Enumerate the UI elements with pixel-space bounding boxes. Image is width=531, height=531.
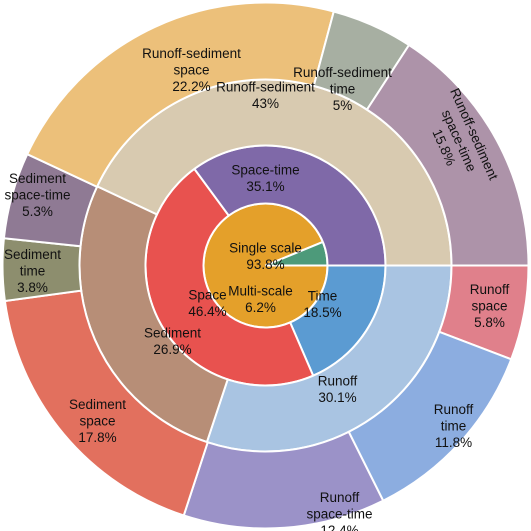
label-line: 6.2% bbox=[245, 300, 276, 315]
label-line: 5% bbox=[333, 98, 353, 113]
label-line: 26.9% bbox=[153, 342, 191, 357]
label-line: Space bbox=[188, 287, 226, 302]
label-time: Time 18.5% bbox=[303, 288, 341, 320]
label-line: 5.3% bbox=[22, 204, 53, 219]
label-line: Runoff bbox=[470, 282, 510, 297]
label-line: Runoff-sediment bbox=[142, 46, 241, 61]
label-line: 12.4% bbox=[320, 523, 358, 531]
label-line: 3.8% bbox=[17, 280, 48, 295]
label-runoff: Runoff 30.1% bbox=[318, 373, 358, 405]
label-line: 17.8% bbox=[78, 430, 116, 445]
label-line: Single scale bbox=[229, 240, 302, 255]
label-line: Runoff bbox=[320, 490, 360, 505]
wedge-runoff-sediment-space-time bbox=[365, 43, 530, 267]
label-line: time bbox=[441, 419, 467, 434]
label-line: space-time bbox=[306, 507, 372, 522]
label-sediment: Sediment 26.9% bbox=[144, 325, 201, 357]
label-runoff-sediment: Runoff-sediment 43% bbox=[216, 79, 315, 111]
label-line: Sediment bbox=[4, 247, 61, 262]
label-line: 5.8% bbox=[474, 315, 505, 330]
label-sediment-time: Sediment time 3.8% bbox=[4, 247, 61, 295]
label-line: space bbox=[79, 414, 115, 429]
label-single-scale: Single scale 93.8% bbox=[229, 240, 302, 272]
label-line: Sediment bbox=[144, 325, 201, 340]
label-line: space bbox=[471, 299, 507, 314]
label-line: Runoff bbox=[318, 373, 358, 388]
label-line: 35.1% bbox=[246, 179, 284, 194]
label-line: 18.5% bbox=[303, 305, 341, 320]
label-line: Multi-scale bbox=[228, 283, 293, 298]
label-line: space-time bbox=[4, 188, 70, 203]
label-space-time: Space-time 35.1% bbox=[231, 162, 299, 194]
label-multi-scale: Multi-scale 6.2% bbox=[228, 283, 293, 315]
label-runoff-time: Runoff time 11.8% bbox=[434, 402, 474, 450]
label-line: Sediment bbox=[9, 171, 66, 186]
label-runoff-sediment-time: Runoff-sediment time 5% bbox=[293, 65, 392, 113]
label-line: 11.8% bbox=[435, 435, 472, 450]
label-runoff-space-time: Runoff space-time 12.4% bbox=[306, 490, 372, 531]
label-space: Space 46.4% bbox=[188, 287, 226, 319]
label-line: time bbox=[20, 264, 46, 279]
label-line: 43% bbox=[252, 96, 279, 111]
label-line: Time bbox=[308, 288, 338, 303]
label-line: 30.1% bbox=[318, 390, 356, 405]
label-line: Space-time bbox=[231, 162, 299, 177]
label-line: 93.8% bbox=[246, 257, 284, 272]
label-runoff-space: Runoff space 5.8% bbox=[470, 282, 510, 330]
label-runoff-sediment-space: Runoff-sediment space 22.2% bbox=[142, 46, 241, 94]
label-line: Runoff-sediment bbox=[216, 79, 315, 94]
label-line: Runoff-sediment bbox=[293, 65, 392, 80]
wedge-runoff-sediment-space bbox=[25, 1, 335, 189]
label-line: space bbox=[173, 63, 209, 78]
label-sediment-space: Sediment space 17.8% bbox=[69, 397, 126, 445]
label-sediment-space-time: Sediment space-time 5.3% bbox=[4, 171, 70, 219]
label-line: 46.4% bbox=[188, 304, 226, 319]
label-line: Runoff bbox=[434, 402, 474, 417]
label-line: time bbox=[330, 82, 356, 97]
label-line: Sediment bbox=[69, 397, 126, 412]
label-line: 22.2% bbox=[172, 79, 210, 94]
